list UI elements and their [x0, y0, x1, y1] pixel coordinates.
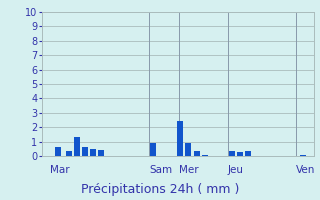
Bar: [300, 155, 306, 156]
Bar: [82, 147, 88, 156]
Bar: [150, 143, 156, 156]
Bar: [177, 121, 183, 156]
Bar: [55, 147, 61, 156]
Text: Mer: Mer: [179, 165, 199, 175]
Text: Jeu: Jeu: [228, 165, 244, 175]
Bar: [186, 143, 191, 156]
Text: Mar: Mar: [50, 165, 69, 175]
Bar: [74, 137, 80, 156]
Bar: [229, 151, 235, 156]
Bar: [245, 151, 251, 156]
Bar: [202, 155, 208, 156]
Bar: [90, 149, 96, 156]
Bar: [237, 152, 243, 156]
Bar: [66, 151, 72, 156]
Text: Précipitations 24h ( mm ): Précipitations 24h ( mm ): [81, 183, 239, 196]
Text: Ven: Ven: [296, 165, 315, 175]
Text: Sam: Sam: [149, 165, 172, 175]
Bar: [194, 151, 200, 156]
Bar: [99, 150, 104, 156]
